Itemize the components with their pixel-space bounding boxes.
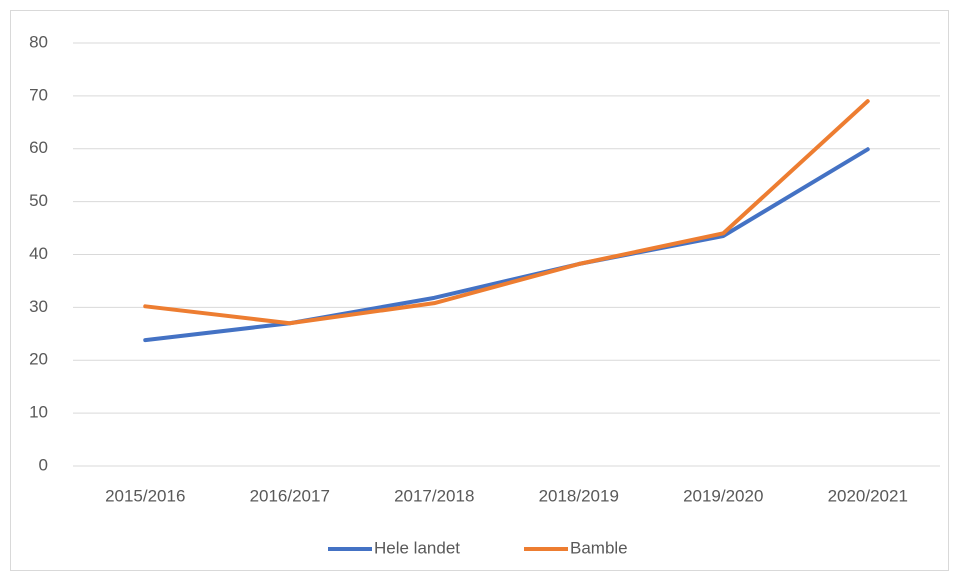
y-tick-label: 20 <box>29 350 48 369</box>
x-tick-label: 2015/2016 <box>105 486 185 505</box>
y-tick-label: 80 <box>29 32 48 51</box>
series-line <box>143 99 870 326</box>
x-tick-label: 2018/2019 <box>539 486 619 505</box>
series-line <box>143 147 870 343</box>
x-tick-label: 2020/2021 <box>828 486 908 505</box>
x-tick-label: 2017/2018 <box>394 486 474 505</box>
legend-label: Bamble <box>570 538 628 557</box>
x-tick-label: 2016/2017 <box>250 486 330 505</box>
y-tick-label: 60 <box>29 138 48 157</box>
y-tick-label: 40 <box>29 244 48 263</box>
y-tick-label: 30 <box>29 297 48 316</box>
y-tick-label: 0 <box>39 455 48 474</box>
y-tick-label: 50 <box>29 191 48 210</box>
y-tick-label: 10 <box>29 403 48 422</box>
x-tick-label: 2019/2020 <box>683 486 763 505</box>
y-tick-label: 70 <box>29 85 48 104</box>
legend-label: Hele landet <box>374 538 460 557</box>
